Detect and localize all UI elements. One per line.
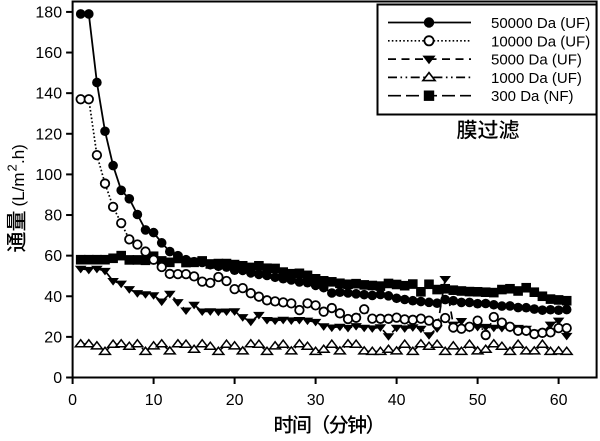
svg-text:300 Da (NF): 300 Da (NF) [491,88,574,105]
svg-text:40: 40 [44,289,62,306]
svg-text:(L/m: (L/m [9,173,28,207]
svg-text:0: 0 [68,392,77,409]
svg-text:160: 160 [35,45,62,62]
svg-text:30: 30 [307,392,325,409]
svg-text:10000 Da (UF): 10000 Da (UF) [491,33,590,50]
svg-text:40: 40 [388,392,406,409]
svg-text:5000 Da (UF): 5000 Da (UF) [491,52,582,69]
svg-text:60: 60 [44,248,62,265]
svg-text:60: 60 [550,392,568,409]
svg-text:50000 Da (UF): 50000 Da (UF) [491,15,590,32]
svg-text:80: 80 [44,208,62,225]
svg-text:100: 100 [35,167,62,184]
svg-text:20: 20 [44,329,62,346]
svg-text:120: 120 [35,126,62,143]
svg-text:180: 180 [35,4,62,21]
svg-text:.h): .h) [9,144,28,164]
svg-text:20: 20 [226,392,244,409]
svg-text:1000 Da (UF): 1000 Da (UF) [491,70,582,87]
svg-text:2: 2 [5,164,20,171]
svg-text:140: 140 [35,86,62,103]
svg-text:50: 50 [469,392,487,409]
svg-text:0: 0 [53,370,62,387]
svg-text:10: 10 [145,392,163,409]
